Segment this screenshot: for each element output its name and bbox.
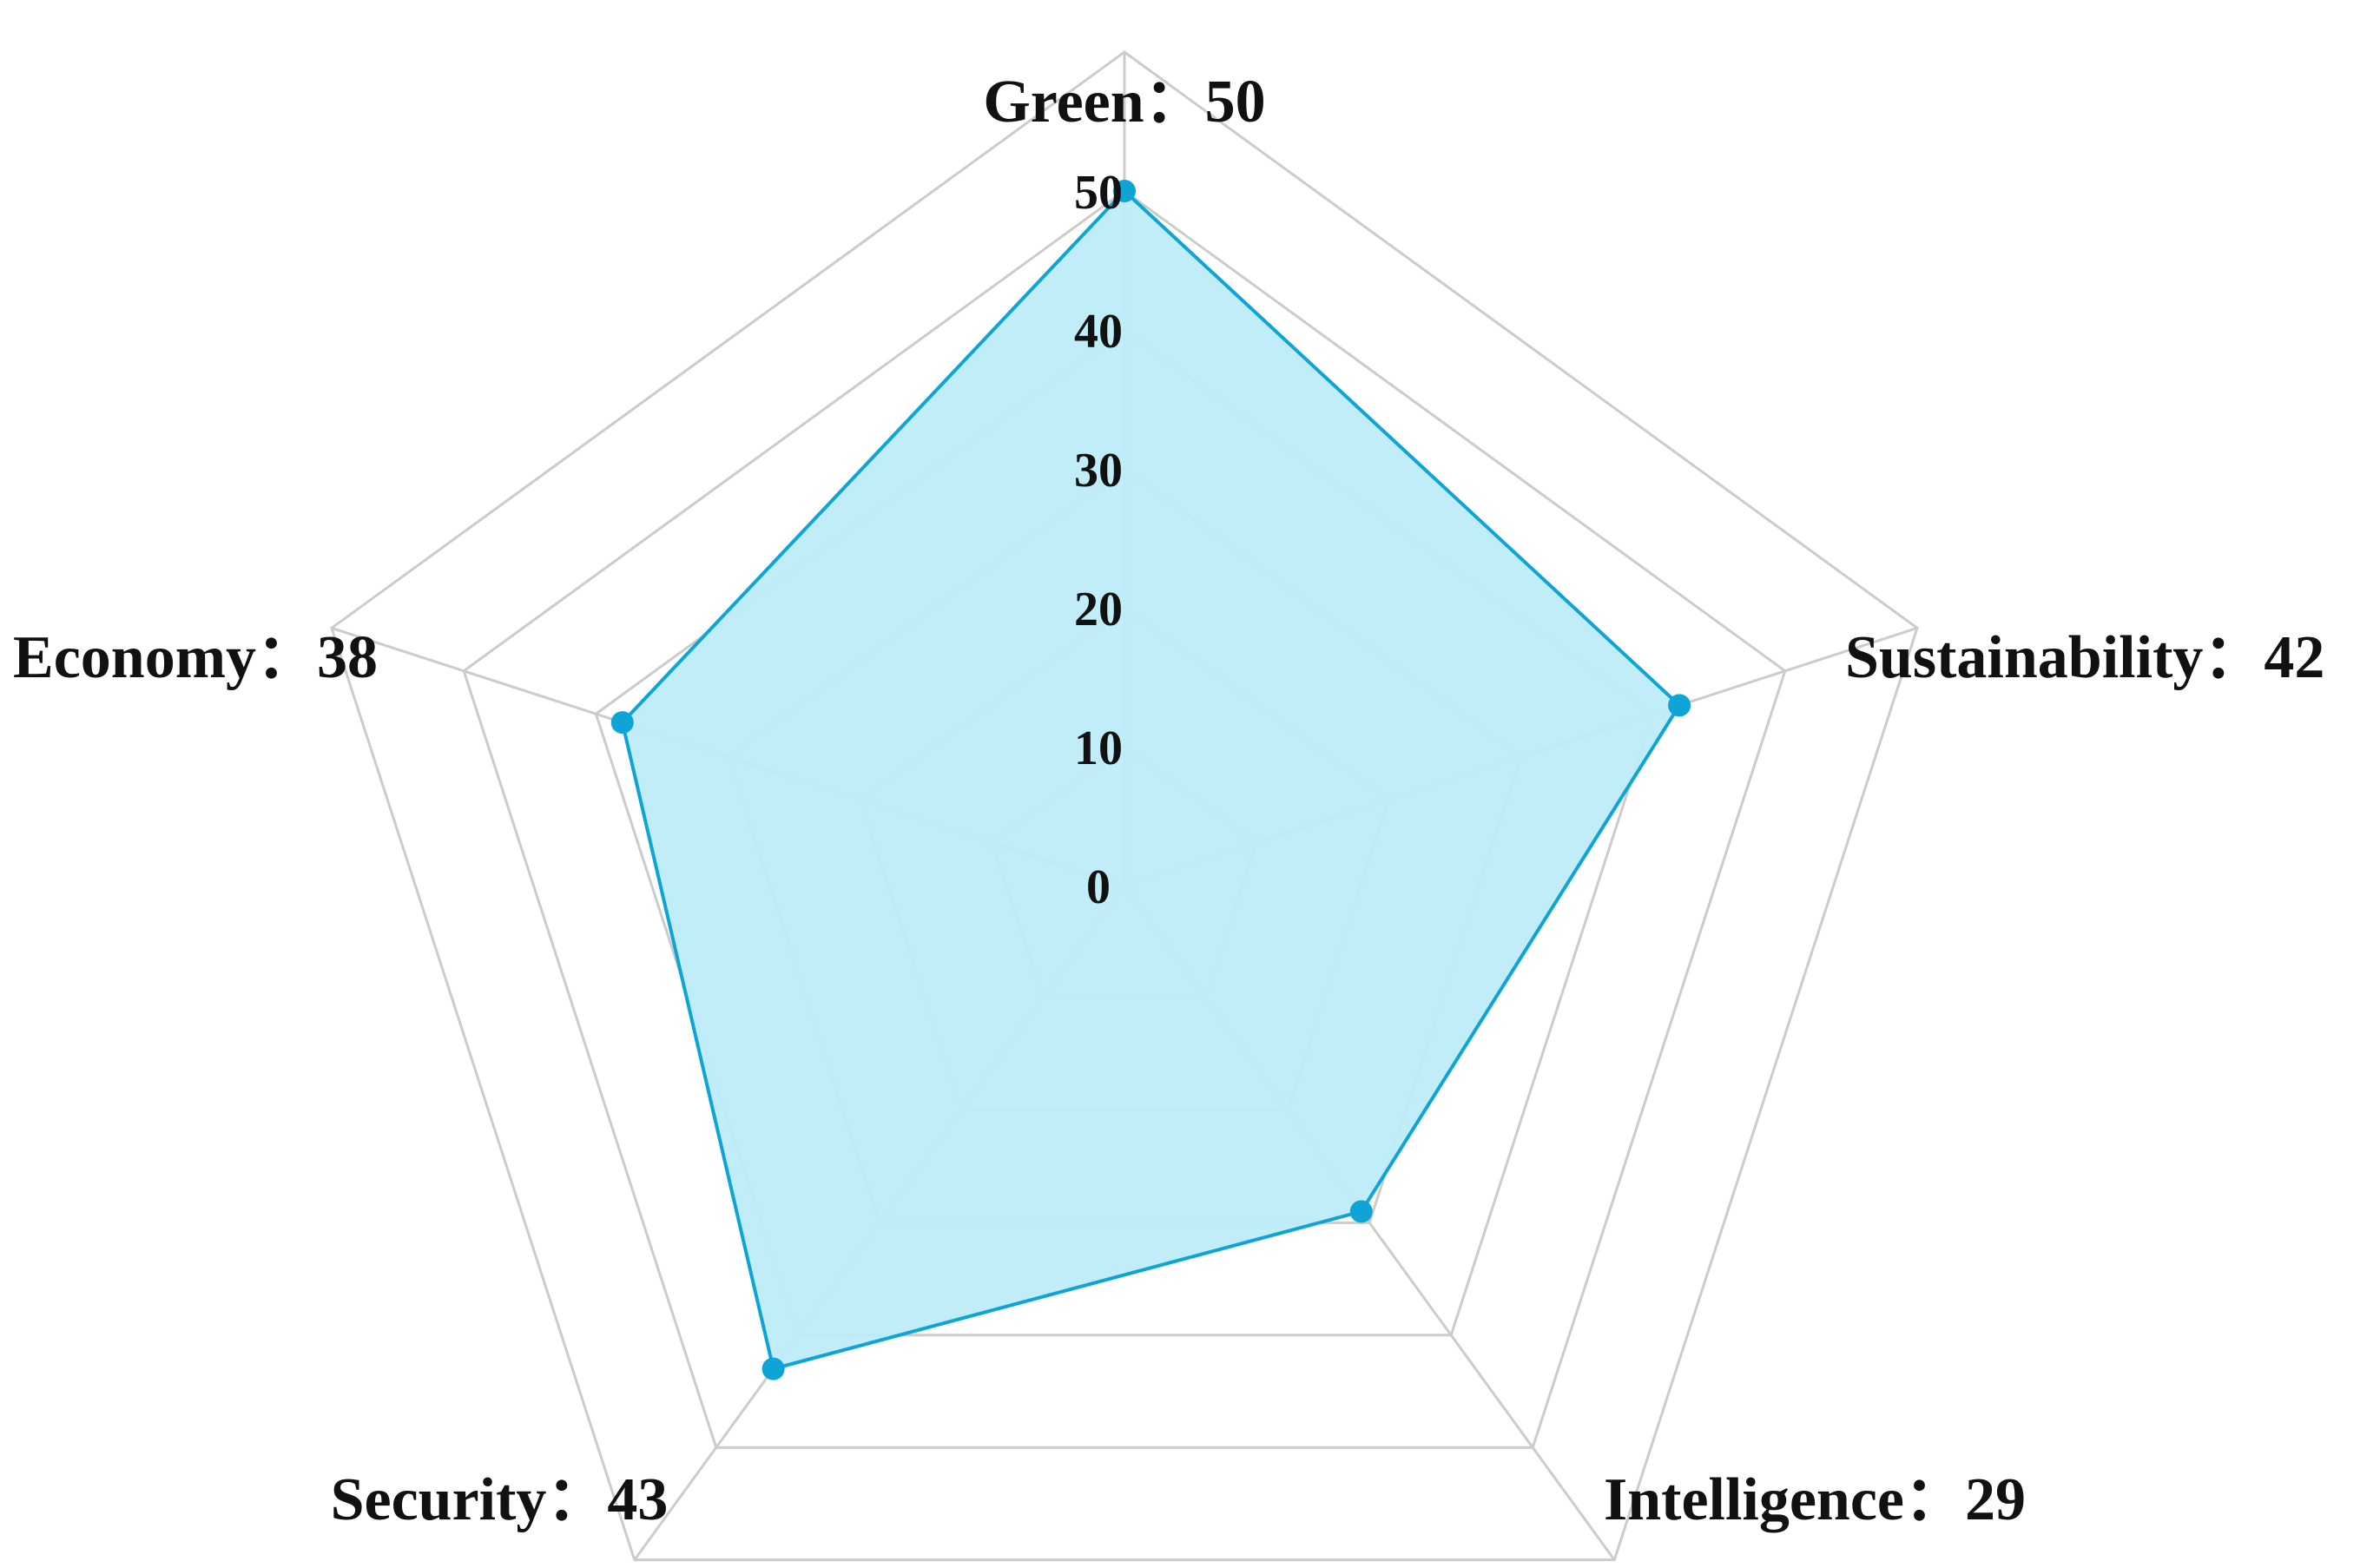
tick-labels: 0 10 20 30 40 50 — [1074, 166, 1123, 914]
axis-label-security: Security：43 — [331, 1466, 669, 1533]
axis-label-intelligence: Intelligence：29 — [1604, 1466, 2026, 1533]
tick-label: 50 — [1074, 166, 1123, 220]
axis-label-green: Green：50 — [983, 69, 1265, 135]
data-point — [1668, 694, 1691, 717]
tick-label: 30 — [1074, 444, 1123, 497]
grid-ring — [330, 50, 1919, 1562]
data-point — [761, 1357, 785, 1380]
data-point — [610, 711, 634, 735]
axis-label-sustainability: Sustainability：42 — [1845, 624, 2324, 691]
series-layer — [610, 180, 1691, 1380]
axis-labels: Green：50 Sustainability：42 Intelligence：29… — [13, 69, 2324, 1533]
tick-label: 10 — [1074, 721, 1123, 775]
tick-label: 20 — [1074, 583, 1123, 636]
data-point — [1349, 1200, 1373, 1223]
tick-label: 0 — [1086, 860, 1111, 914]
tick-label: 40 — [1074, 305, 1123, 359]
axis-label-economy: Economy：38 — [13, 624, 378, 691]
data-point — [1113, 180, 1136, 202]
series-area — [620, 188, 1682, 1372]
grid-ring — [462, 189, 1787, 1449]
